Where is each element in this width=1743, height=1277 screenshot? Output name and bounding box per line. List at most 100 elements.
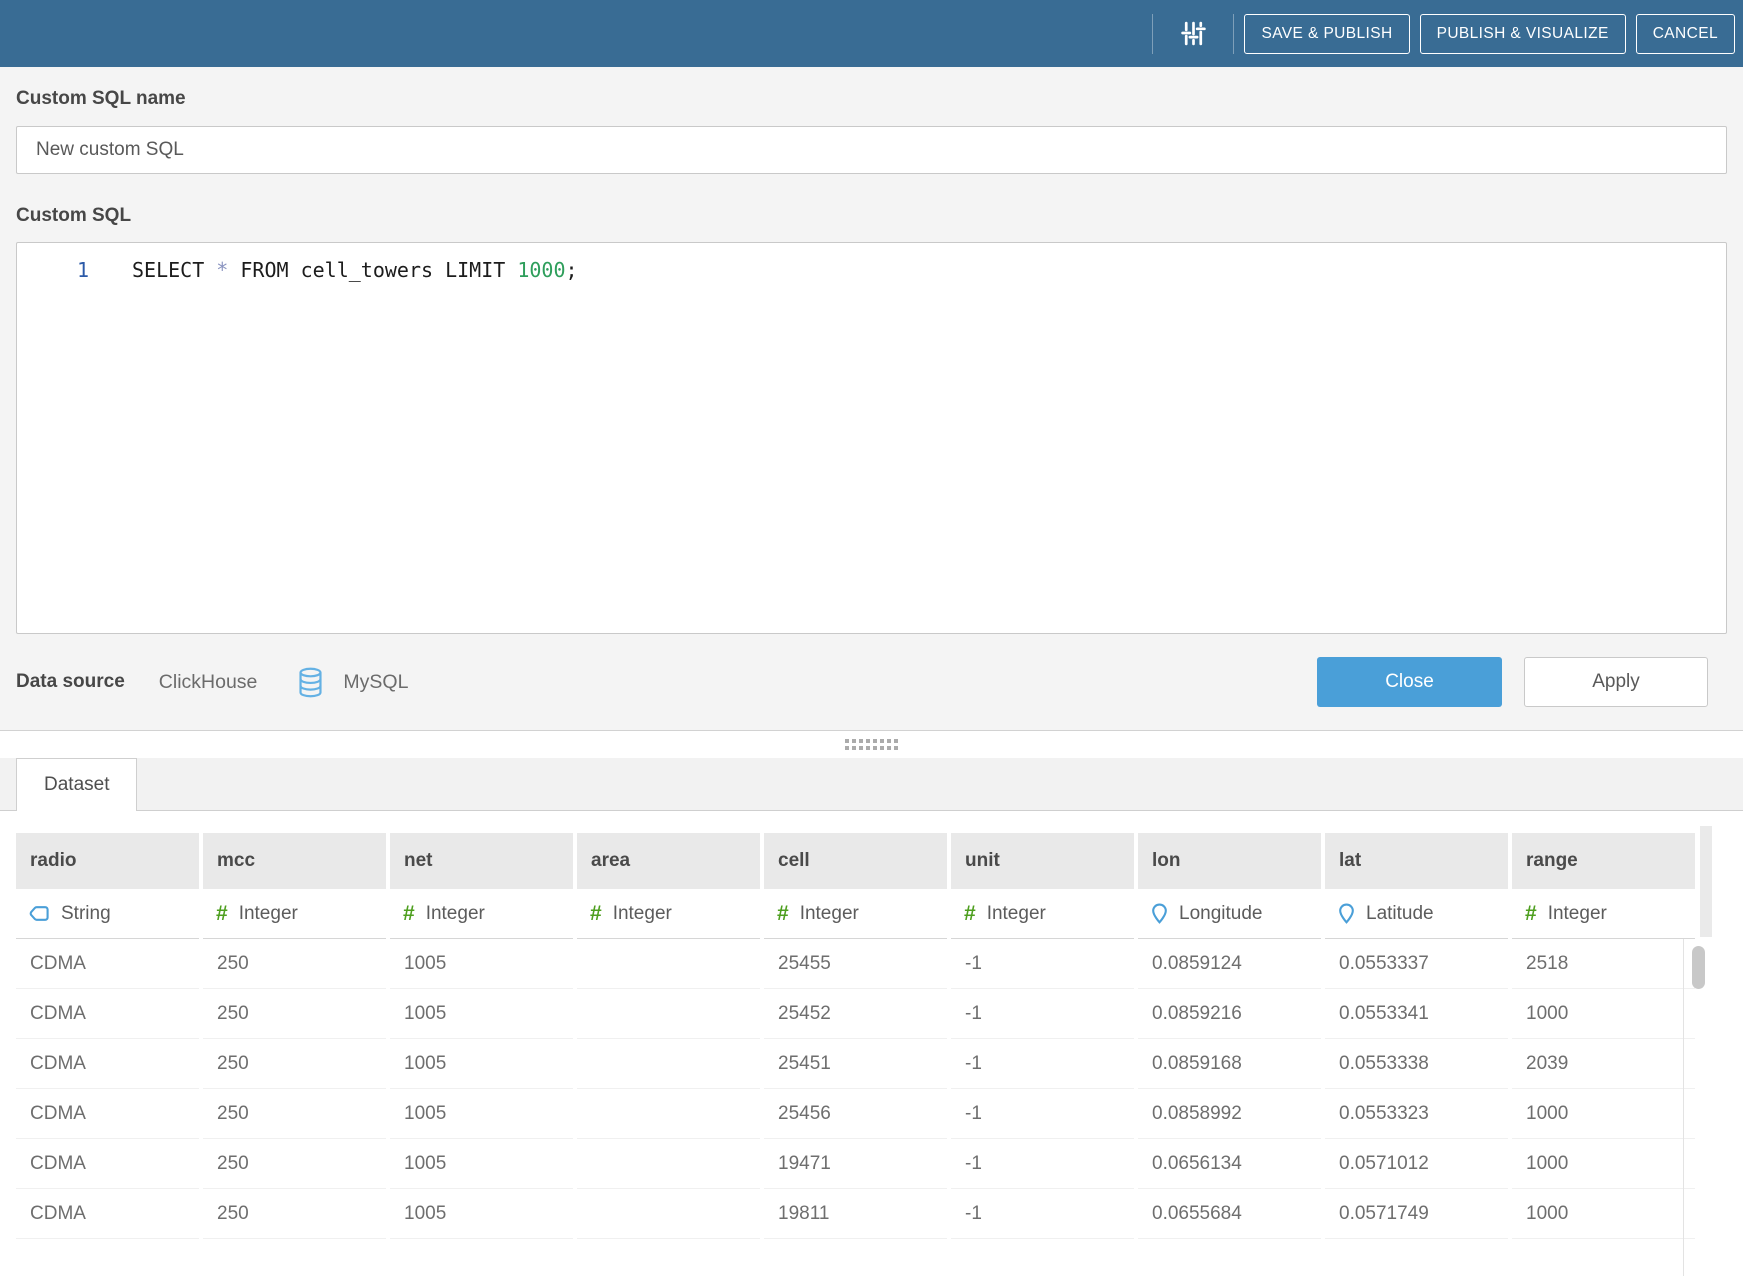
data-source-label: Data source	[16, 671, 125, 692]
table-cell	[577, 1039, 760, 1089]
table-cell: 1000	[1512, 989, 1695, 1039]
table-header-row: radio mcc net area cell unit lon lat range	[16, 833, 1727, 889]
table-cell: 2518	[1512, 939, 1695, 989]
column-type-label: Integer	[425, 902, 485, 924]
column-header-mcc: mcc	[203, 833, 386, 889]
table-row: CDMA 250 1005 25451 -1 0.0859168 0.0553338 2039	[16, 1039, 1727, 1089]
table-cell: 1005	[390, 1189, 573, 1239]
dataset-preview-table: radio mcc net area cell unit lon lat range Strin…	[16, 826, 1727, 1276]
column-type-label: Integer	[1547, 902, 1607, 924]
data-source-type: MySQL	[343, 670, 409, 693]
table-cell: 1000	[1512, 1089, 1695, 1139]
table-cell	[577, 1189, 760, 1239]
header-divider	[1152, 13, 1154, 54]
column-type-area: # Integer	[577, 889, 760, 939]
splitter-drag-handle-icon[interactable]	[845, 739, 898, 750]
table-cell: 1005	[390, 989, 573, 1039]
column-header-radio: radio	[16, 833, 199, 889]
table-cell: 0.0859168	[1138, 1039, 1321, 1089]
table-cell: 19471	[764, 1139, 947, 1189]
integer-type-icon: #	[964, 902, 976, 925]
table-cell	[577, 989, 760, 1039]
sql-semicolon: ;	[565, 258, 578, 282]
scrollbar-thumb[interactable]	[1692, 946, 1705, 989]
sql-keyword-select: SELECT	[132, 258, 217, 282]
longitude-pin-icon	[1151, 903, 1168, 924]
string-type-icon	[29, 905, 50, 922]
table-cell: 250	[203, 939, 386, 989]
cancel-button[interactable]: CANCEL	[1635, 13, 1735, 54]
table-cell: 0.0571749	[1325, 1189, 1508, 1239]
column-header-cell: cell	[764, 833, 947, 889]
column-type-range: # Integer	[1512, 889, 1695, 939]
table-cell: CDMA	[16, 989, 199, 1039]
line-number: 1	[76, 258, 89, 282]
table-cell: 0.0655684	[1138, 1189, 1321, 1239]
column-header-unit: unit	[951, 833, 1134, 889]
table-cell: 250	[203, 1089, 386, 1139]
table-row: CDMA 250 1005 19811 -1 0.0655684 0.0571749 1000	[16, 1189, 1727, 1239]
apply-button[interactable]: Apply	[1524, 657, 1708, 707]
sql-star-token: *	[216, 258, 229, 282]
custom-sql-label: Custom SQL	[16, 205, 132, 226]
table-cell: 250	[203, 989, 386, 1039]
column-type-label: Integer	[612, 902, 672, 924]
scrollbar-track	[1700, 826, 1712, 937]
table-cell: 0.0553337	[1325, 939, 1508, 989]
table-cell: 25451	[764, 1039, 947, 1089]
latitude-pin-icon	[1338, 903, 1355, 924]
column-type-lat: Latitude	[1325, 889, 1508, 939]
editor-footer-row: Data source ClickHouse MySQL Close Apply	[16, 634, 1727, 730]
table-cell: 25456	[764, 1089, 947, 1139]
tab-strip: Dataset	[0, 758, 1743, 811]
top-header-bar: SAVE & PUBLISH PUBLISH & VISUALIZE CANCE…	[0, 0, 1743, 67]
table-cell: 0.0571012	[1325, 1139, 1508, 1189]
publish-and-visualize-button[interactable]: PUBLISH & VISUALIZE	[1419, 13, 1626, 54]
table-cell	[577, 1139, 760, 1189]
sql-code-line: 1 SELECT * FROM cell_towers LIMIT 1000;	[17, 243, 1726, 283]
table-cell: 1005	[390, 1089, 573, 1139]
save-and-publish-button[interactable]: SAVE & PUBLISH	[1244, 13, 1410, 54]
panel-splitter	[0, 730, 1743, 758]
custom-sql-name-label: Custom SQL name	[16, 88, 186, 109]
table-cell: 25455	[764, 939, 947, 989]
close-button[interactable]: Close	[1317, 657, 1502, 707]
column-type-radio: String	[16, 889, 199, 939]
tab-dataset[interactable]: Dataset	[16, 758, 138, 811]
table-cell: CDMA	[16, 1039, 199, 1089]
table-cell: -1	[951, 1189, 1134, 1239]
integer-type-icon: #	[590, 902, 602, 925]
table-cell: 250	[203, 1189, 386, 1239]
table-cell: -1	[951, 1039, 1134, 1089]
sliders-icon[interactable]	[1169, 10, 1217, 58]
custom-sql-name-input[interactable]	[16, 126, 1727, 174]
sliders-icon-glyph	[1181, 21, 1206, 46]
column-type-lon: Longitude	[1138, 889, 1321, 939]
table-cell: 1005	[390, 1139, 573, 1189]
column-type-label: Integer	[986, 902, 1046, 924]
column-header-range: range	[1512, 833, 1695, 889]
dataset-panel: Dataset radio mcc net area cell unit lon lat ran…	[0, 758, 1743, 1277]
table-cell: CDMA	[16, 1089, 199, 1139]
sql-from-clause: FROM cell_towers LIMIT	[228, 258, 518, 282]
sql-code-editor[interactable]: 1 SELECT * FROM cell_towers LIMIT 1000;	[16, 242, 1727, 634]
column-type-cell: # Integer	[764, 889, 947, 939]
table-cell: 0.0553338	[1325, 1039, 1508, 1089]
data-source-name: ClickHouse	[158, 670, 258, 693]
column-type-net: # Integer	[390, 889, 573, 939]
integer-type-icon: #	[1525, 902, 1537, 925]
integer-type-icon: #	[777, 902, 789, 925]
table-cell: 1000	[1512, 1189, 1695, 1239]
table-cell: CDMA	[16, 939, 199, 989]
header-divider	[1233, 13, 1235, 54]
table-type-row: String # Integer # Integer # Integer # Integer # I…	[16, 889, 1727, 939]
table-cell: -1	[951, 939, 1134, 989]
scrollbar-track-line	[1683, 939, 1684, 1276]
column-header-lon: lon	[1138, 833, 1321, 889]
table-cell: 0.0859124	[1138, 939, 1321, 989]
table-row: CDMA 250 1005 25455 -1 0.0859124 0.0553337 2518	[16, 939, 1727, 989]
column-type-label: Integer	[799, 902, 859, 924]
table-cell	[577, 939, 760, 989]
column-type-label: Longitude	[1179, 902, 1263, 924]
table-cell: -1	[951, 1139, 1134, 1189]
